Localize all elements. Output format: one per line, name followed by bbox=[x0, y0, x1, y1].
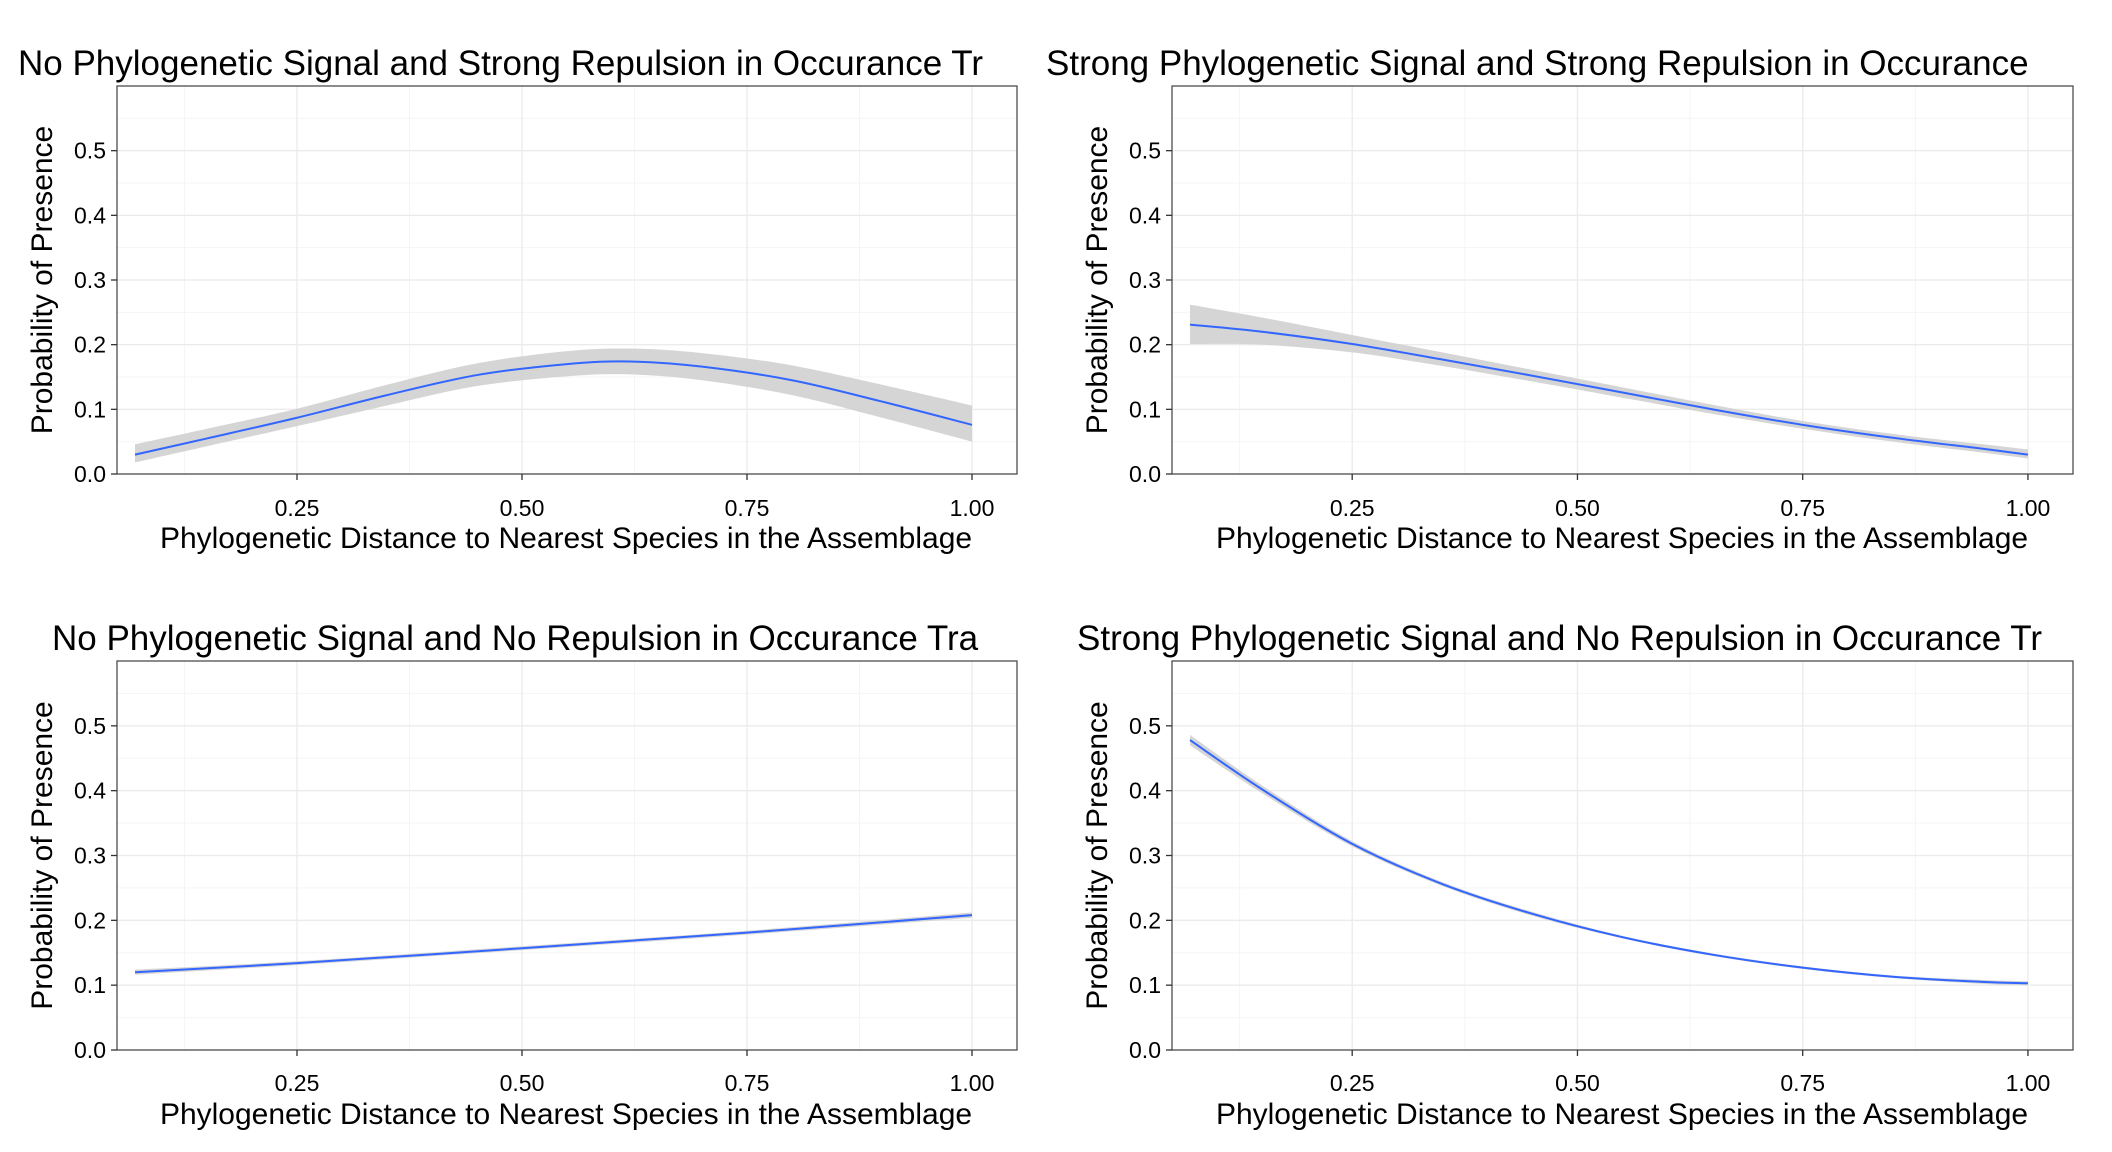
panel-title: Strong Phylogenetic Signal and No Repuls… bbox=[1077, 619, 2042, 658]
x-tick-label: 1.00 bbox=[2006, 1070, 2051, 1096]
y-tick-label: 0.4 bbox=[74, 202, 106, 228]
y-tick-label: 0.3 bbox=[74, 267, 106, 293]
fit-line bbox=[134, 360, 973, 456]
y-tick-label: 0.0 bbox=[1129, 1037, 1161, 1063]
fit-line bbox=[134, 914, 973, 974]
y-tick-label: 0.2 bbox=[74, 907, 106, 933]
y-tick-label: 0.4 bbox=[1129, 778, 1161, 804]
y-tick-label: 0.0 bbox=[74, 1037, 106, 1063]
y-tick-label: 0.2 bbox=[1129, 332, 1161, 358]
panel-title: No Phylogenetic Signal and Strong Repuls… bbox=[18, 44, 983, 83]
y-tick-label: 0.4 bbox=[1129, 202, 1161, 228]
confidence-ribbon bbox=[135, 348, 972, 463]
y-axis-label: Probability of Presence bbox=[26, 126, 59, 435]
x-axis-label: Phylogenetic Distance to Nearest Species… bbox=[1216, 522, 2028, 555]
y-tick-label: 0.5 bbox=[74, 713, 106, 739]
x-tick-label: 0.75 bbox=[725, 495, 770, 521]
confidence-ribbon bbox=[1190, 304, 2028, 459]
y-tick-label: 0.2 bbox=[74, 332, 106, 358]
x-axis-label: Phylogenetic Distance to Nearest Species… bbox=[1216, 1098, 2028, 1131]
y-tick-label: 0.0 bbox=[74, 461, 106, 487]
y-tick-label: 0.3 bbox=[1129, 267, 1161, 293]
x-tick-label: 0.75 bbox=[725, 1070, 770, 1096]
x-tick-label: 1.00 bbox=[2006, 495, 2051, 521]
panel-2: 0.25 0.50 0.75 1.00 0.0 0.1 0.2 0.3 0.4 0.5 Phylog… bbox=[1046, 44, 2074, 555]
x-tick-label: 0.50 bbox=[500, 1070, 545, 1096]
y-tick-label: 0.5 bbox=[1129, 713, 1161, 739]
x-tick-label: 1.00 bbox=[950, 495, 995, 521]
x-axis-label: Phylogenetic Distance to Nearest Species… bbox=[160, 522, 972, 555]
x-tick-label: 0.50 bbox=[1555, 495, 1600, 521]
y-tick-label: 0.1 bbox=[1129, 396, 1161, 422]
fit-line bbox=[1189, 323, 2029, 456]
y-axis-label: Probability of Presence bbox=[1081, 126, 1114, 435]
y-tick-label: 0.1 bbox=[1129, 972, 1161, 998]
x-tick-label: 1.00 bbox=[950, 1070, 995, 1096]
x-tick-label: 0.75 bbox=[1780, 495, 1825, 521]
y-tick-label: 0.1 bbox=[74, 396, 106, 422]
y-tick-label: 0.5 bbox=[74, 138, 106, 164]
y-axis-label: Probability of Presence bbox=[1081, 701, 1114, 1010]
x-axis-label: Phylogenetic Distance to Nearest Species… bbox=[160, 1098, 972, 1131]
y-tick-label: 0.2 bbox=[1129, 907, 1161, 933]
panel-3: 0.25 0.50 0.75 1.00 0.0 0.1 0.2 0.3 0.4 0.5 Phylog… bbox=[26, 619, 1018, 1131]
grid bbox=[1172, 86, 2073, 475]
y-axis-label: Probability of Presence bbox=[26, 701, 59, 1010]
x-tick-label: 0.75 bbox=[1780, 1070, 1825, 1096]
x-tick-label: 0.25 bbox=[1330, 1070, 1375, 1096]
x-tick-label: 0.50 bbox=[1555, 1070, 1600, 1096]
fit-line bbox=[1189, 739, 2028, 985]
x-tick-label: 0.50 bbox=[500, 495, 545, 521]
panel-title: No Phylogenetic Signal and No Repulsion … bbox=[52, 619, 979, 658]
y-tick-label: 0.1 bbox=[74, 972, 106, 998]
y-tick-label: 0.3 bbox=[1129, 843, 1161, 869]
panel-4: 0.25 0.50 0.75 1.00 0.0 0.1 0.2 0.3 0.4 0.5 Phylog… bbox=[1077, 619, 2074, 1131]
x-tick-label: 0.25 bbox=[275, 495, 320, 521]
y-tick-label: 0.4 bbox=[74, 778, 106, 804]
x-tick-label: 0.25 bbox=[1330, 495, 1375, 521]
y-tick-label: 0.3 bbox=[74, 843, 106, 869]
x-tick-label: 0.25 bbox=[275, 1070, 320, 1096]
panel-1: 0.25 0.50 0.75 1.00 0.0 0.1 0.2 0.3 0.4 0.5 Phylog… bbox=[18, 44, 1018, 555]
panel-title: Strong Phylogenetic Signal and Strong Re… bbox=[1046, 44, 2029, 83]
y-tick-label: 0.5 bbox=[1129, 138, 1161, 164]
confidence-ribbon bbox=[1190, 734, 2028, 986]
grid bbox=[1172, 661, 2073, 1051]
y-tick-label: 0.0 bbox=[1129, 461, 1161, 487]
